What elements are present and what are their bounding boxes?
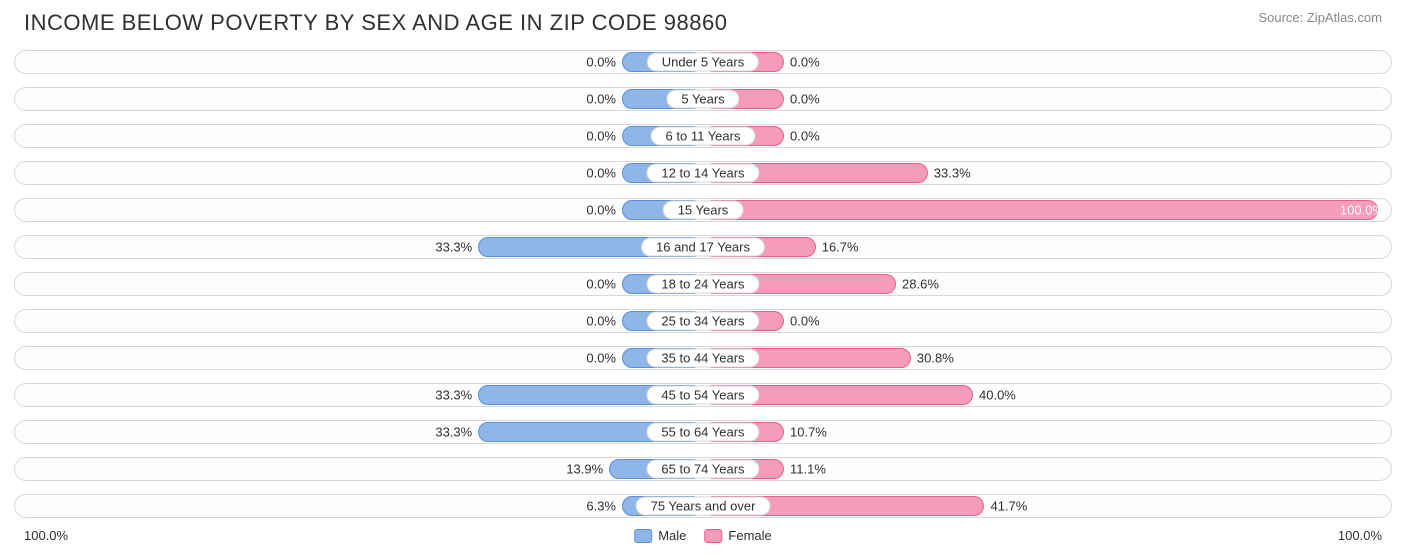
- value-label-male: 13.9%: [566, 462, 603, 477]
- chart-row: 0.0% 0.0% Under 5 Years: [14, 46, 1392, 78]
- category-label: 25 to 34 Years: [646, 312, 759, 331]
- value-label-male: 0.0%: [586, 129, 616, 144]
- category-label: 45 to 54 Years: [646, 386, 759, 405]
- category-label: 15 Years: [663, 201, 744, 220]
- chart-title: INCOME BELOW POVERTY BY SEX AND AGE IN Z…: [24, 10, 727, 36]
- value-label-female: 0.0%: [790, 55, 820, 70]
- chart-row: 0.0% 0.0% 5 Years: [14, 83, 1392, 115]
- value-label-male: 0.0%: [586, 351, 616, 366]
- value-label-female: 0.0%: [790, 92, 820, 107]
- category-label: 5 Years: [666, 90, 739, 109]
- chart-row: 33.3% 16.7% 16 and 17 Years: [14, 231, 1392, 263]
- chart-row: 13.9% 11.1% 65 to 74 Years: [14, 453, 1392, 485]
- bar-female: [703, 200, 1378, 220]
- swatch-male-icon: [634, 529, 652, 543]
- value-label-female: 41.7%: [990, 499, 1027, 514]
- chart-row: 0.0% 30.8% 35 to 44 Years: [14, 342, 1392, 374]
- value-label-female: 33.3%: [934, 166, 971, 181]
- chart-row: 0.0% 28.6% 18 to 24 Years: [14, 268, 1392, 300]
- chart-row: 6.3% 41.7% 75 Years and over: [14, 490, 1392, 522]
- category-label: 16 and 17 Years: [641, 238, 765, 257]
- value-label-female: 30.8%: [917, 351, 954, 366]
- value-label-female: 10.7%: [790, 425, 827, 440]
- chart-row: 0.0% 0.0% 6 to 11 Years: [14, 120, 1392, 152]
- value-label-female: 40.0%: [979, 388, 1016, 403]
- category-label: 75 Years and over: [636, 497, 771, 516]
- category-label: 18 to 24 Years: [646, 275, 759, 294]
- chart-row: 33.3% 10.7% 55 to 64 Years: [14, 416, 1392, 448]
- chart-row: 0.0% 100.0% 15 Years: [14, 194, 1392, 226]
- value-label-female: 100.0%: [1340, 203, 1384, 218]
- diverging-bar-chart: 0.0%0.0%Under 5 Years0.0%0.0%5 Years0.0%…: [0, 42, 1406, 522]
- legend: Male Female: [634, 528, 772, 543]
- value-label-female: 16.7%: [822, 240, 859, 255]
- axis-label-right: 100.0%: [1338, 528, 1382, 543]
- chart-source: Source: ZipAtlas.com: [1258, 10, 1382, 25]
- swatch-female-icon: [704, 529, 722, 543]
- legend-item-female: Female: [704, 528, 771, 543]
- value-label-female: 11.1%: [790, 462, 826, 477]
- value-label-male: 33.3%: [435, 388, 472, 403]
- category-label: 55 to 64 Years: [646, 423, 759, 442]
- value-label-male: 33.3%: [435, 425, 472, 440]
- value-label-male: 0.0%: [586, 314, 616, 329]
- category-label: 35 to 44 Years: [646, 349, 759, 368]
- legend-label-male: Male: [658, 528, 686, 543]
- legend-label-female: Female: [728, 528, 771, 543]
- value-label-male: 0.0%: [586, 277, 616, 292]
- legend-item-male: Male: [634, 528, 686, 543]
- axis-label-left: 100.0%: [24, 528, 68, 543]
- value-label-male: 0.0%: [586, 203, 616, 218]
- value-label-male: 0.0%: [586, 55, 616, 70]
- value-label-male: 0.0%: [586, 92, 616, 107]
- value-label-male: 33.3%: [435, 240, 472, 255]
- chart-row: 0.0% 33.3% 12 to 14 Years: [14, 157, 1392, 189]
- category-label: 12 to 14 Years: [646, 164, 759, 183]
- value-label-female: 28.6%: [902, 277, 939, 292]
- value-label-female: 0.0%: [790, 314, 820, 329]
- chart-row: 0.0% 0.0% 25 to 34 Years: [14, 305, 1392, 337]
- category-label: Under 5 Years: [647, 53, 759, 72]
- value-label-male: 0.0%: [586, 166, 616, 181]
- value-label-female: 0.0%: [790, 129, 820, 144]
- category-label: 6 to 11 Years: [651, 127, 756, 146]
- category-label: 65 to 74 Years: [646, 460, 759, 479]
- chart-row: 33.3% 40.0% 45 to 54 Years: [14, 379, 1392, 411]
- value-label-male: 6.3%: [586, 499, 616, 514]
